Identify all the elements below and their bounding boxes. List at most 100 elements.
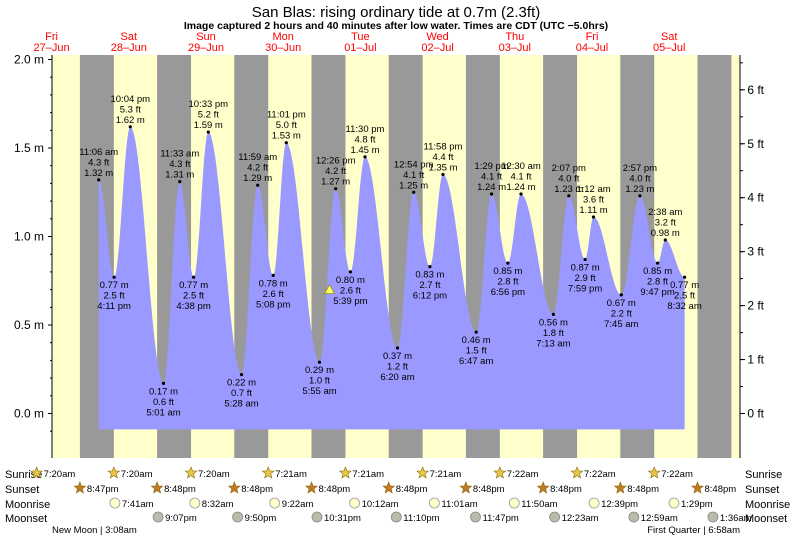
extreme-label: 5:01 am (146, 407, 180, 418)
first-quarter-label: First Quarter | 6:58am (647, 525, 740, 536)
moonset-icon (628, 511, 640, 523)
extreme-label: 7:13 am (536, 338, 570, 349)
extreme-label: 12:26 pm (316, 156, 356, 167)
sunset-time: 8:48pm (705, 484, 737, 495)
extreme-label: 0.77 m (100, 280, 129, 291)
extreme-label: 2.5 ft (674, 291, 695, 302)
extreme-label: 0.77 m (670, 280, 699, 291)
extreme-point (583, 257, 587, 262)
extreme-point (656, 261, 660, 265)
day-name: Wed (426, 31, 448, 43)
day-name: Sat (121, 31, 138, 43)
day-date: 04–Jul (576, 42, 608, 54)
extreme-label: 7:59 pm (568, 284, 602, 295)
sunrise-icon (570, 466, 584, 479)
extreme-point (412, 190, 416, 194)
extreme-label: 0.46 m (462, 335, 491, 346)
sunrise-row-label-right: Sunrise (745, 469, 782, 481)
extreme-point (506, 261, 510, 265)
moonset-time: 11:10pm (403, 513, 439, 524)
sunrise-icon (647, 466, 661, 479)
extreme-point (348, 270, 352, 274)
extreme-point (178, 180, 182, 184)
extreme-point (97, 178, 101, 182)
extreme-label: 4.0 ft (629, 173, 650, 184)
extreme-label: 1.24 m (506, 182, 535, 193)
extreme-label: 2:07 pm (552, 163, 586, 174)
extreme-point (490, 192, 494, 196)
sunset-time: 8:48pm (473, 484, 505, 495)
moonset-icon (390, 511, 402, 523)
extreme-label: 11:59 am (238, 152, 277, 163)
extreme-label: 0.37 m (383, 351, 412, 362)
extreme-label: 3.6 ft (583, 195, 604, 206)
extreme-point (567, 194, 571, 198)
moonrise-icon (269, 497, 281, 509)
extreme-point (284, 141, 288, 145)
sunrise-time: 7:22am (507, 469, 539, 480)
sunrise-time: 7:20am (198, 469, 230, 480)
new-moon-label: New Moon | 3:08am (52, 525, 137, 536)
extreme-label: 4.3 ft (88, 157, 109, 168)
left-tick-label: 1.5 m (14, 141, 44, 155)
right-axis-ticks: 6 ft 5 ft 4 ft 3 ft 2 ft 1 ft 0 ft (740, 62, 765, 421)
moonrise-icon (588, 497, 600, 509)
extreme-label: 4:11 pm (97, 301, 131, 312)
extreme-label: 1.5 ft (466, 346, 487, 357)
day-name: Sat (661, 31, 678, 43)
sunrise-time: 7:21am (275, 469, 307, 480)
moonset-icon (152, 511, 164, 523)
extreme-label: 12:30 am (501, 161, 541, 172)
tide-area (98, 126, 685, 430)
day-date: 30–Jun (265, 42, 301, 54)
right-tick-label: 1 ft (747, 353, 764, 367)
extreme-label: 11:06 am (79, 147, 118, 158)
chart-title: San Blas: rising ordinary tide at 0.7m (… (252, 4, 540, 21)
extreme-label: 10:33 pm (188, 99, 228, 110)
extreme-label: 1.8 ft (543, 328, 564, 339)
day-name: Thu (505, 31, 524, 43)
sunset-time: 8:48pm (627, 484, 659, 495)
moonrise-row-label-right: Moonrise (745, 499, 790, 511)
extreme-label: 1:12 am (576, 184, 610, 195)
right-tick-label: 6 ft (747, 83, 764, 97)
sunset-time: 8:48pm (550, 484, 582, 495)
extreme-label: 1.27 m (321, 177, 350, 188)
sunrise-icon (493, 466, 507, 479)
extreme-label: 1.2 ft (387, 362, 408, 373)
extreme-point (474, 330, 478, 334)
moonrise-time: 9:22am (282, 499, 314, 510)
sunrise-icon (416, 466, 430, 479)
moonrise-icon (428, 497, 440, 509)
extreme-label: 2.5 ft (183, 291, 204, 302)
moonrise-time: 8:32am (202, 499, 234, 510)
tide-extreme-labels: 11:06 am4.3 ft1.32 m0.77 m2.5 ft4:11 pm1… (79, 94, 702, 419)
moonrise-time: 11:50am (521, 499, 557, 510)
extreme-label: 1.29 m (243, 173, 272, 184)
extreme-point (128, 125, 132, 129)
extreme-label: 0.85 m (493, 266, 522, 277)
extreme-label: 4.8 ft (354, 134, 375, 145)
extreme-label: 0.7 ft (231, 388, 252, 399)
extreme-label: 6:20 am (380, 372, 414, 383)
extreme-label: 2:57 pm (623, 163, 657, 174)
moonrise-time: 1:29pm (681, 499, 713, 510)
extreme-label: 2:38 am (648, 207, 682, 218)
extreme-label: 1.0 ft (309, 376, 330, 387)
extreme-label: 2.2 ft (611, 308, 632, 319)
day-name: Fri (45, 31, 58, 43)
sunrise-time: 7:22am (584, 469, 616, 480)
extreme-label: 4.4 ft (432, 152, 453, 163)
extreme-point (192, 275, 196, 279)
sunset-icon (613, 481, 627, 494)
sunset-row-label-left: Sunset (5, 484, 39, 496)
extreme-label: 4.3 ft (169, 159, 190, 170)
sunrise-time: 7:21am (430, 469, 462, 480)
left-tick-label: 1.0 m (14, 230, 44, 244)
chart-subtitle: Image captured 2 hours and 40 minutes af… (184, 20, 608, 32)
extreme-label: 0.87 m (571, 263, 600, 274)
moonset-icon (470, 511, 481, 523)
extreme-label: 1.35 m (428, 163, 457, 174)
extreme-point (638, 194, 642, 198)
extreme-point (161, 381, 166, 385)
